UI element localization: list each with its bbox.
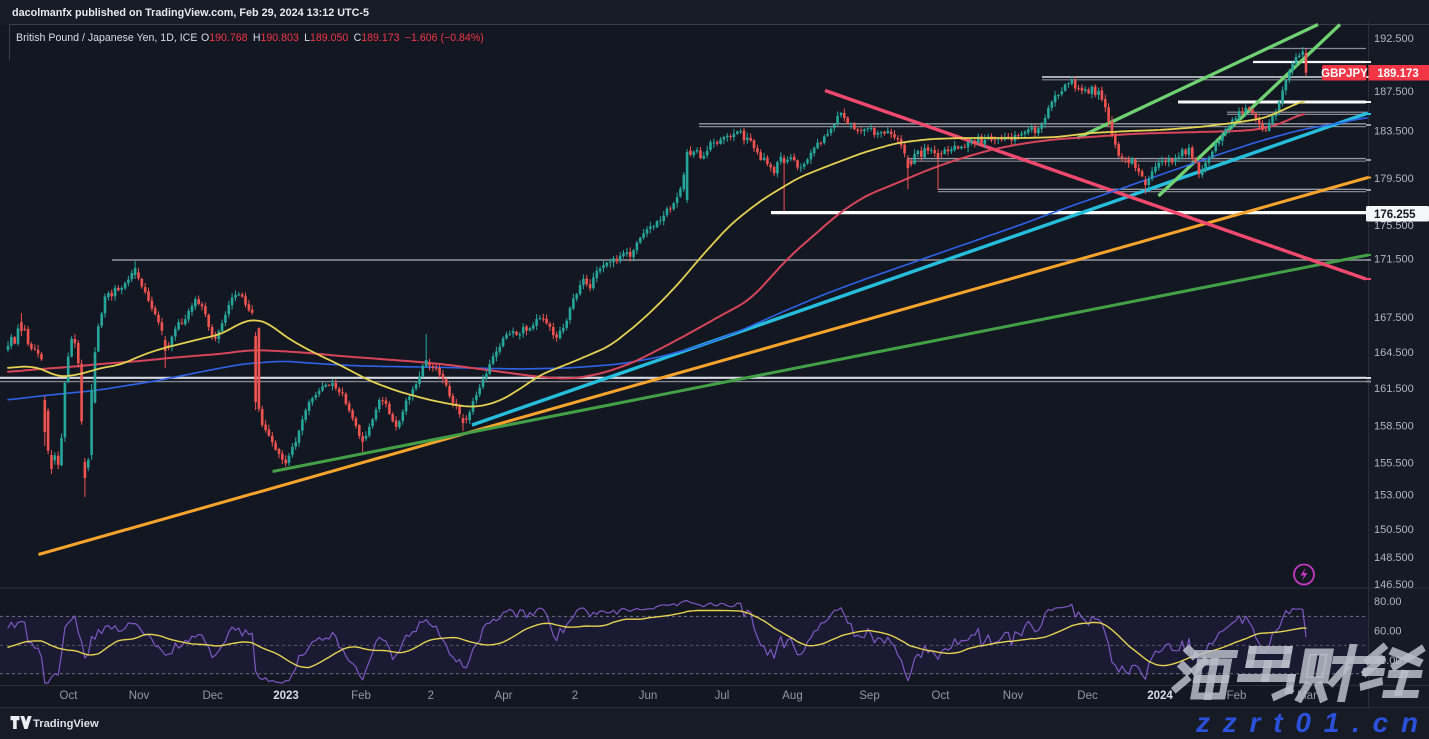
svg-text:British Pound / Japanese Yen,: British Pound / Japanese Yen, 1D, ICE xyxy=(16,32,197,44)
svg-text:2: 2 xyxy=(572,690,578,702)
svg-text:Feb: Feb xyxy=(351,690,371,702)
svg-text:Jul: Jul xyxy=(715,690,730,702)
svg-text:Apr: Apr xyxy=(495,690,513,702)
svg-text:179.500: 179.500 xyxy=(1374,173,1414,185)
svg-text:Oct: Oct xyxy=(60,690,79,702)
svg-text:189.173: 189.173 xyxy=(1377,68,1419,80)
svg-text:Oct: Oct xyxy=(932,690,951,702)
svg-text:164.500: 164.500 xyxy=(1374,347,1414,359)
svg-text:dacolmanfx published on Tradin: dacolmanfx published on TradingView.com,… xyxy=(12,7,369,19)
svg-text:2: 2 xyxy=(427,690,433,702)
svg-text:Nov: Nov xyxy=(1003,690,1024,702)
svg-text:Jun: Jun xyxy=(639,690,658,702)
svg-text:2024: 2024 xyxy=(1147,690,1173,702)
svg-text:192.500: 192.500 xyxy=(1374,33,1414,45)
svg-text:187.500: 187.500 xyxy=(1374,86,1414,98)
svg-text:80.00: 80.00 xyxy=(1374,596,1402,608)
svg-text:150.500: 150.500 xyxy=(1374,524,1414,536)
svg-text:171.500: 171.500 xyxy=(1374,254,1414,266)
svg-text:Nov: Nov xyxy=(129,690,150,702)
svg-text:158.500: 158.500 xyxy=(1374,421,1414,433)
svg-text:175.500: 175.500 xyxy=(1374,220,1414,232)
svg-text:z z r t 0 1 . c n: z z r t 0 1 . c n xyxy=(1195,707,1421,738)
svg-text:146.500: 146.500 xyxy=(1374,579,1414,591)
svg-text:148.500: 148.500 xyxy=(1374,552,1414,564)
svg-text:TradingView: TradingView xyxy=(33,718,99,730)
svg-text:Sep: Sep xyxy=(859,690,879,702)
svg-text:183.500: 183.500 xyxy=(1374,126,1414,138)
svg-text:Dec: Dec xyxy=(1077,690,1098,702)
svg-text:155.500: 155.500 xyxy=(1374,458,1414,470)
svg-text:2023: 2023 xyxy=(273,690,299,702)
svg-text:167.500: 167.500 xyxy=(1374,312,1414,324)
svg-text:60.00: 60.00 xyxy=(1374,626,1402,638)
svg-text:Aug: Aug xyxy=(782,690,802,702)
svg-text:GBPJPY: GBPJPY xyxy=(1321,68,1368,80)
svg-text:Feb: Feb xyxy=(1227,690,1247,702)
svg-text:O190.768 H190.803 L189.050 C18: O190.768 H190.803 L189.050 C189.173 −1.6… xyxy=(201,32,484,44)
svg-text:161.500: 161.500 xyxy=(1374,383,1414,395)
svg-text:176.255: 176.255 xyxy=(1374,209,1416,221)
svg-text:Dec: Dec xyxy=(202,690,223,702)
svg-text:153.000: 153.000 xyxy=(1374,490,1414,502)
